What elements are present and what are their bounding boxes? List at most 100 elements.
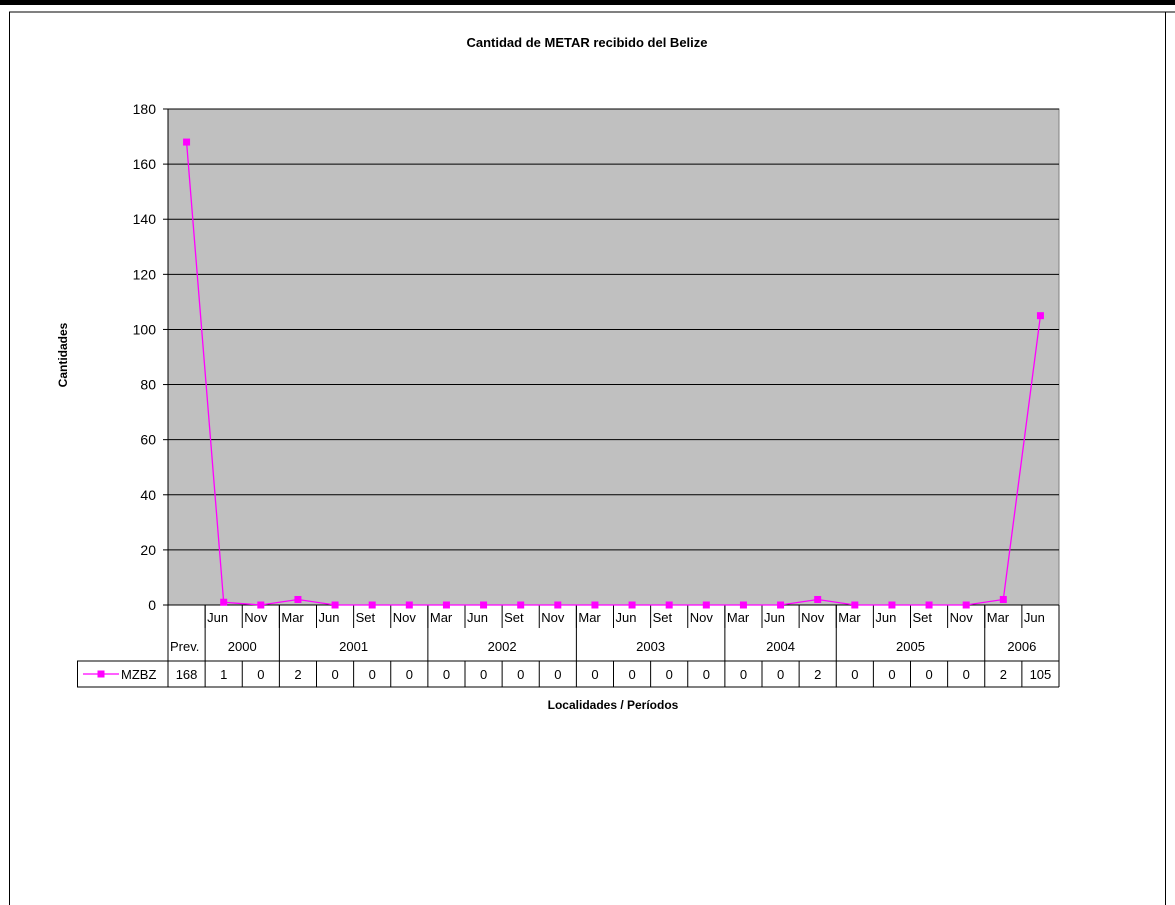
data-point xyxy=(257,601,265,609)
data-table-value: 0 xyxy=(331,667,338,682)
data-point xyxy=(405,601,413,609)
legend-marker xyxy=(97,670,105,678)
data-table-value: 2 xyxy=(294,667,301,682)
data-table-value: 0 xyxy=(666,667,673,682)
x-tick-label: Jun xyxy=(207,610,228,625)
data-point xyxy=(368,601,376,609)
data-point xyxy=(480,601,488,609)
data-table-value: 0 xyxy=(851,667,858,682)
data-point xyxy=(999,595,1007,603)
year-group-label: 2004 xyxy=(766,639,795,654)
x-tick-label: Nov xyxy=(801,610,825,625)
x-tick-label: Set xyxy=(356,610,376,625)
data-point xyxy=(554,601,562,609)
plot-area xyxy=(167,108,1060,606)
x-tick-label: Mar xyxy=(430,610,453,625)
data-point xyxy=(851,601,859,609)
x-tick-label: Jun xyxy=(616,610,637,625)
y-tick-label: 40 xyxy=(140,487,156,503)
year-group-label: 2002 xyxy=(488,639,517,654)
x-tick-label: Nov xyxy=(690,610,714,625)
y-tick-label: 100 xyxy=(133,321,157,337)
y-tick-label: 20 xyxy=(140,542,156,558)
data-point xyxy=(517,601,525,609)
plot-background xyxy=(167,108,1060,606)
y-tick-label: 60 xyxy=(140,432,156,448)
data-table-value: 0 xyxy=(628,667,635,682)
y-tick-label: 160 xyxy=(133,156,157,172)
data-point xyxy=(442,601,450,609)
legend-label: MZBZ xyxy=(121,667,156,682)
year-group-label: 2005 xyxy=(896,639,925,654)
data-table-value: 0 xyxy=(591,667,598,682)
y-axis-ticks: 0 20 40 60 80 100 120 140 160 180 xyxy=(133,101,168,613)
x-tick-label: Jun xyxy=(1024,610,1045,625)
year-group-label: 2001 xyxy=(339,639,368,654)
x-tick-label: Nov xyxy=(950,610,974,625)
x-tick-label: Mar xyxy=(987,610,1010,625)
data-table-value: 0 xyxy=(554,667,561,682)
x-tick-label: Mar xyxy=(727,610,750,625)
data-point xyxy=(888,601,896,609)
data-table-value: 168 xyxy=(176,667,198,682)
data-point xyxy=(220,598,228,606)
data-table: Jun Nov Mar Jun Set Nov Mar Jun Set Nov Mar Jun Set N… xyxy=(77,604,1060,688)
series-layer xyxy=(183,138,1044,609)
data-point xyxy=(777,601,785,609)
data-point xyxy=(183,138,191,146)
data-table-value: 0 xyxy=(443,667,450,682)
x-tick-label: Nov xyxy=(244,610,268,625)
x-tick-label: Jun xyxy=(467,610,488,625)
x-tick-label: Mar xyxy=(578,610,601,625)
data-table-value: 105 xyxy=(1030,667,1052,682)
data-point xyxy=(962,601,970,609)
y-axis-label: Cantidades xyxy=(56,322,70,387)
x-tick-label: Mar xyxy=(838,610,861,625)
data-point xyxy=(665,601,673,609)
data-table-value: 0 xyxy=(777,667,784,682)
data-table-value: 1 xyxy=(220,667,227,682)
data-point xyxy=(739,601,747,609)
x-tick-label: Prev. xyxy=(170,639,199,654)
data-point xyxy=(294,595,302,603)
x-tick-label: Jun xyxy=(764,610,785,625)
y-tick-label: 80 xyxy=(140,377,156,393)
x-tick-label: Set xyxy=(913,610,933,625)
series-line xyxy=(185,142,1042,606)
data-table-value: 0 xyxy=(480,667,487,682)
x-tick-label: Jun xyxy=(319,610,340,625)
chart-title: Cantidad de METAR recibido del Belize xyxy=(466,35,707,50)
data-table-value: 0 xyxy=(925,667,932,682)
y-tick-label: 0 xyxy=(148,597,156,613)
x-tick-label: Nov xyxy=(393,610,417,625)
data-point xyxy=(628,601,636,609)
data-table-value: 0 xyxy=(888,667,895,682)
x-tick-label: Nov xyxy=(541,610,565,625)
data-point xyxy=(331,601,339,609)
data-table-value: 0 xyxy=(369,667,376,682)
x-tick-label: Set xyxy=(653,610,673,625)
data-table-value: 0 xyxy=(517,667,524,682)
y-tick-label: 140 xyxy=(133,211,157,227)
data-table-value: 2 xyxy=(814,667,821,682)
x-axis-label: Localidades / Períodos xyxy=(548,698,679,712)
data-table-value: 0 xyxy=(406,667,413,682)
year-group-label: 2003 xyxy=(636,639,665,654)
data-point xyxy=(702,601,710,609)
y-tick-label: 120 xyxy=(133,266,157,282)
data-point xyxy=(814,595,822,603)
x-tick-label: Mar xyxy=(281,610,304,625)
data-table-value: 0 xyxy=(257,667,264,682)
y-tick-label: 180 xyxy=(133,101,157,117)
data-table-value: 0 xyxy=(740,667,747,682)
x-tick-label: Jun xyxy=(875,610,896,625)
data-table-value: 2 xyxy=(1000,667,1007,682)
data-table-value: 0 xyxy=(963,667,970,682)
year-group-label: 2000 xyxy=(228,639,257,654)
year-group-label: 2006 xyxy=(1007,639,1036,654)
data-point xyxy=(925,601,933,609)
data-point xyxy=(1036,312,1044,320)
x-tick-label: Set xyxy=(504,610,524,625)
data-table-value: 0 xyxy=(703,667,710,682)
